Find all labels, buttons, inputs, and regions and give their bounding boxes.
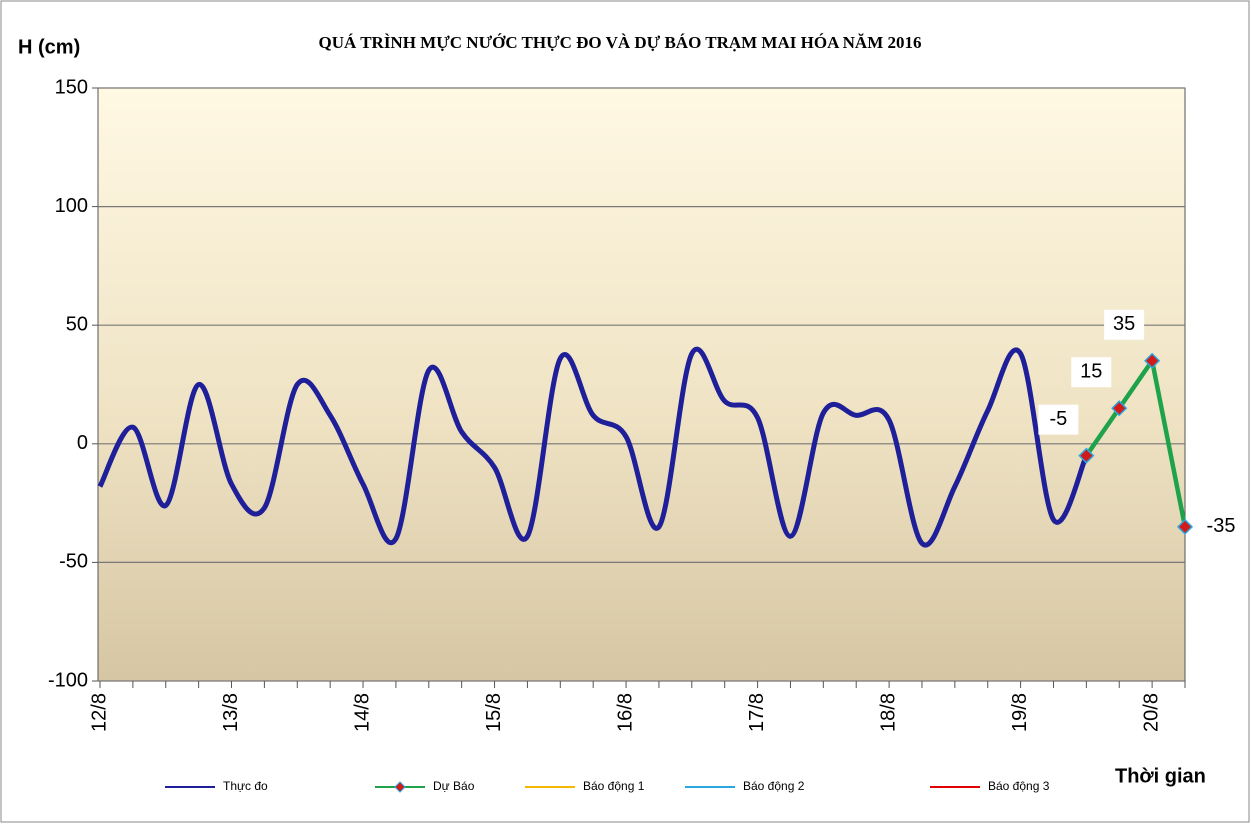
y-tick-label: 50: [66, 313, 88, 335]
y-tick-label: -50: [59, 551, 88, 573]
y-axis-label: H (cm): [18, 36, 80, 58]
y-tick-label: 100: [55, 195, 88, 217]
label-box: [1038, 404, 1079, 435]
data-label: 35: [1113, 313, 1135, 335]
marker: [1111, 400, 1128, 417]
legend-marker: [394, 781, 406, 793]
legend-label: Báo động 2: [743, 779, 805, 793]
data-label: 15: [1080, 361, 1102, 383]
y-tick-label: 150: [55, 76, 88, 98]
x-tick-label: 16/8: [614, 693, 636, 732]
legend-label: Dự Báo: [433, 779, 475, 793]
series-line: [97, 347, 1089, 548]
x-tick-label: 20/8: [1140, 693, 1162, 732]
x-tick-label: 14/8: [351, 693, 373, 732]
marker: [1176, 518, 1194, 535]
x-tick-label: 13/8: [220, 693, 242, 732]
label-box: [1071, 357, 1112, 388]
series-line: [1084, 358, 1188, 528]
data-label: -35: [1207, 515, 1236, 537]
marker: [1144, 352, 1161, 369]
label-box: [1104, 309, 1145, 340]
legend-label: Thực đo: [223, 779, 268, 793]
plot-area: [97, 87, 1186, 682]
data-label: -5: [1049, 408, 1067, 430]
x-tick-label: 12/8: [88, 693, 110, 732]
x-tick-label: 15/8: [483, 693, 505, 732]
marker: [1078, 447, 1095, 464]
x-axis-label: Thời gian: [1115, 765, 1206, 787]
legend-label: Báo động 3: [988, 779, 1050, 793]
y-tick-label: 0: [77, 432, 88, 454]
chart-title: QUÁ TRÌNH MỰC NƯỚC THỰC ĐO VÀ DỰ BÁO TRẠ…: [318, 33, 921, 52]
y-tick-label: -100: [48, 669, 88, 691]
x-tick-label: 18/8: [877, 693, 899, 732]
label-box: [1201, 511, 1241, 542]
x-tick-label: 19/8: [1009, 693, 1031, 732]
x-tick-label: 17/8: [746, 693, 768, 732]
legend-label: Báo động 1: [583, 779, 645, 793]
